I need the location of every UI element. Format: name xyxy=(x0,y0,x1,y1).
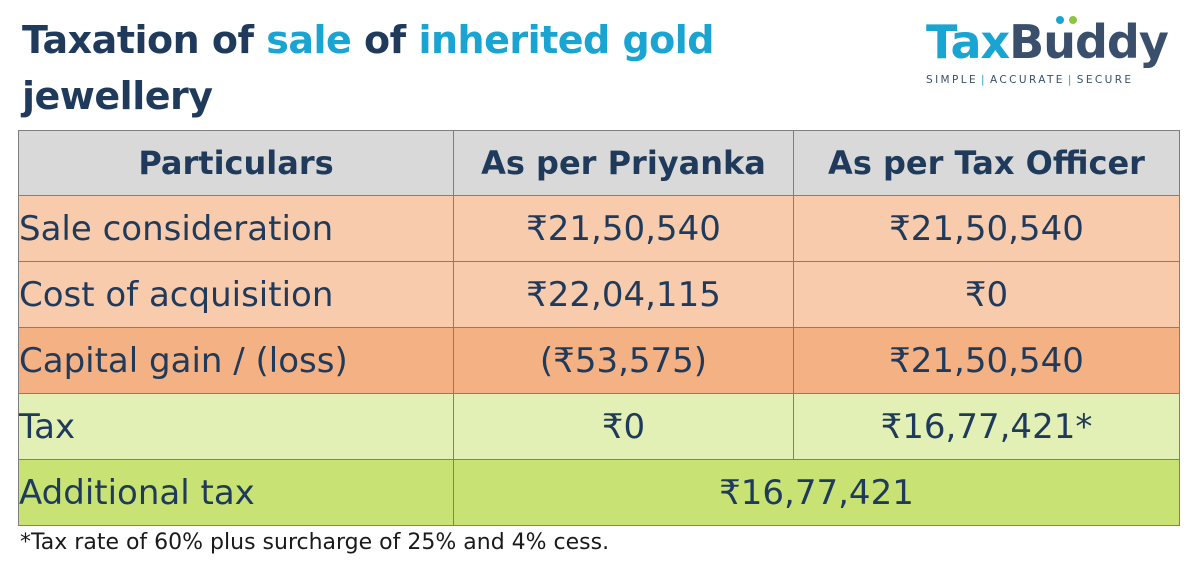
officer-value: ₹21,50,540 xyxy=(793,327,1180,394)
header-as-per-tax-officer: As per Tax Officer xyxy=(793,130,1180,196)
table-row-tax: Tax ₹0 ₹16,77,421* xyxy=(18,393,1180,460)
title-part-3: of xyxy=(351,18,419,62)
officer-value: ₹16,77,421* xyxy=(793,393,1180,460)
title-part-5: jewellery xyxy=(22,74,213,118)
row-label: Sale consideration xyxy=(18,195,454,262)
officer-value: ₹21,50,540 xyxy=(793,195,1180,262)
title-part-1: Taxation of xyxy=(22,18,267,62)
priyanka-value: ₹21,50,540 xyxy=(453,195,794,262)
row-label: Cost of acquisition xyxy=(18,261,454,328)
logo-tag-secure: SECURE xyxy=(1076,74,1134,86)
logo-word-buddy: Buddy xyxy=(1009,15,1169,69)
table-row-additional-tax: Additional tax ₹16,77,421 xyxy=(18,459,1180,526)
officer-value: ₹0 xyxy=(793,261,1180,328)
table-header-row: Particulars As per Priyanka As per Tax O… xyxy=(18,130,1180,196)
table-row-cost-of-acquisition: Cost of acquisition ₹22,04,115 ₹0 xyxy=(18,261,1180,328)
priyanka-value: (₹53,575) xyxy=(453,327,794,394)
header-particulars: Particulars xyxy=(18,130,454,196)
logo-tag-simple: SIMPLE xyxy=(926,74,979,86)
row-label: Capital gain / (loss) xyxy=(18,327,454,394)
header-as-per-priyanka: As per Priyanka xyxy=(453,130,794,196)
priyanka-value: ₹22,04,115 xyxy=(453,261,794,328)
table-row-capital-gain: Capital gain / (loss) (₹53,575) ₹21,50,5… xyxy=(18,327,1180,394)
logo-tag-separator: | xyxy=(1067,74,1074,86)
total-label: Additional tax xyxy=(18,459,454,526)
logo-tagline: SIMPLE | ACCURATE | SECURE xyxy=(926,74,1176,86)
logo-tag-separator: | xyxy=(981,74,987,86)
logo-wordmark: TaxBuddy xyxy=(926,14,1176,70)
total-value: ₹16,77,421 xyxy=(453,459,1180,526)
logo-tag-accurate: ACCURATE xyxy=(990,74,1065,86)
footnote: *Tax rate of 60% plus surcharge of 25% a… xyxy=(20,530,610,555)
taxation-table: Particulars As per Priyanka As per Tax O… xyxy=(18,130,1180,526)
title-accent-sale: sale xyxy=(266,18,352,62)
title-accent-inherited-gold: inherited gold xyxy=(418,18,715,62)
logo-word-tax: Tax xyxy=(926,15,1010,69)
page-title: Taxation of sale of inherited gold jewell… xyxy=(22,12,882,124)
priyanka-value: ₹0 xyxy=(453,393,794,460)
logo-dot-icon xyxy=(1069,16,1077,24)
table-row-sale-consideration: Sale consideration ₹21,50,540 ₹21,50,540 xyxy=(18,195,1180,262)
logo-dot-icon xyxy=(1056,16,1064,24)
row-label: Tax xyxy=(18,393,454,460)
taxbuddy-logo: TaxBuddy SIMPLE | ACCURATE | SECURE xyxy=(926,14,1176,94)
